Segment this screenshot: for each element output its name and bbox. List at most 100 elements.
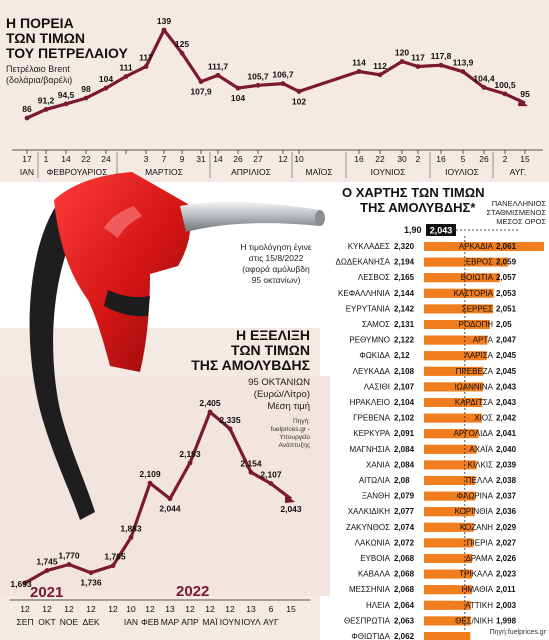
fuel-value-label: 2,405: [199, 398, 221, 408]
fuel-day-tick: 12: [185, 604, 195, 614]
oil-value-label: 104: [231, 93, 245, 103]
oil-title-line-3: ΤΟΥ ΠΕΤΡΕΛΑΙΟΥ: [6, 45, 129, 61]
oil-point: [123, 74, 129, 79]
map-title-line-2: ΤΗΣ ΑΜΟΛΥΒΔΗΣ*: [360, 200, 476, 215]
oil-value-label: 102: [292, 96, 306, 106]
oil-month-label: ΑΠΡΙΛΙΟΣ: [231, 167, 271, 177]
region-name: ΔΩΔΕΚΑΝΗΣΑ: [335, 258, 390, 267]
fuel-series-line: [24, 410, 292, 585]
region-bar: [424, 382, 465, 392]
oil-month-label: ΜΑΪΟΣ: [306, 167, 333, 177]
oil-value-label: 113,9: [453, 58, 474, 68]
fuel-value-label: 2,335: [219, 415, 241, 425]
oil-month-label: ΦΕΒΡΟΥΑΡΙΟΣ: [47, 167, 108, 177]
region-bar: [424, 413, 465, 423]
region-name: ΗΜΑΘΙΑ: [462, 585, 494, 594]
region-value: 2,023: [496, 570, 517, 579]
fuel-chart-title: Η ΕΞΕΛΙΞΗ ΤΩΝ ΤΙΜΩΝ ΤΗΣ ΑΜΟΛΥΒΔΗΣ 95 ΟΚΤ…: [191, 327, 310, 449]
region-value: 2,057: [496, 273, 517, 282]
oil-value-label: 104,4: [473, 73, 495, 83]
fuel-point: [187, 460, 193, 466]
fuel-month-label: ΑΠΡ: [181, 617, 199, 627]
region-value: 1,998: [496, 616, 517, 625]
region-name: ΛΑΚΩΝΙΑ: [355, 538, 391, 547]
region-bar: [424, 600, 454, 610]
region-value: 2,102: [394, 414, 415, 423]
fuel-day-tick: 12: [42, 604, 52, 614]
region-name: ΒΟΙΩΤΙΑ: [461, 273, 494, 282]
fuel-month-label: ΙΟΥΝ: [220, 617, 241, 627]
fuel-value-label: 2,043: [280, 504, 302, 514]
region-name: ΛΑΣΙΘΙ: [364, 382, 390, 391]
region-value: 2,051: [496, 304, 517, 313]
fuel-day-tick: 12: [20, 604, 30, 614]
oil-day-tick: 22: [375, 154, 385, 164]
fuel-value-label: 1,770: [58, 551, 80, 561]
region-name: ΦΛΩΡΙΝΑ: [457, 492, 494, 501]
region-bar: [424, 242, 544, 251]
oil-point: [415, 64, 421, 69]
oil-chart-axis: 17 1 14 22 24 3 7 9 31 14 26 27 12 10 16 22 30 2 16 5 26 2 15 Ι…: [12, 149, 543, 178]
region-name: ΑΡΤΑ: [473, 336, 494, 345]
oil-day-tick: 27: [253, 154, 263, 164]
region-value: 2,061: [496, 242, 517, 251]
region-name: ΠΕΛΛΑ: [466, 476, 494, 485]
oil-point: [280, 81, 286, 87]
oil-day-tick: 7: [162, 154, 167, 164]
fuel-pump-nozzle-illustration: [29, 172, 325, 520]
fuel-source-line-3: Υπουργείο: [279, 433, 310, 441]
region-value: 2,142: [394, 304, 415, 313]
region-value: 2,027: [496, 538, 517, 547]
fuel-subtitle-line-1: 95 ΟΚΤΑΝΙΩΝ: [248, 377, 310, 388]
region-value: 2,122: [394, 336, 415, 345]
oil-value-label: 111: [119, 62, 133, 72]
region-name: ΗΛΕΙΑ: [366, 601, 391, 610]
oil-value-label: 94,5: [58, 90, 75, 100]
fuel-value-label: 1,693: [10, 579, 32, 589]
oil-point: [43, 106, 49, 112]
avg-label-line-3: ΜΕΣΟΣ ΟΡΟΣ: [496, 217, 546, 226]
oil-series-line: [26, 28, 526, 120]
region-name: ΧΙΟΣ: [474, 414, 493, 423]
region-value: 2,045: [496, 367, 517, 376]
fuel-title-line-2: ΤΩΝ ΤΙΜΩΝ: [231, 342, 310, 358]
region-name: ΡΟΔΟΠΗ: [459, 320, 494, 329]
fuel-month-label: ΦΕΒ: [141, 617, 159, 627]
oil-day-tick: 1: [44, 154, 49, 164]
oil-day-tick: 17: [22, 154, 32, 164]
region-value: 2,043: [496, 398, 517, 407]
region-bar: [424, 554, 460, 563]
axis-min-label: 1,90: [404, 225, 422, 235]
oil-point: [502, 91, 508, 97]
oil-value-label: 117: [411, 53, 425, 63]
year-label-2021: 2021: [30, 584, 63, 601]
fuel-month-label: ΔΕΚ: [82, 617, 99, 627]
oil-value-label: 86: [22, 104, 32, 114]
region-value: 2,062: [394, 632, 415, 640]
oil-value-label: 104: [99, 74, 113, 84]
oil-value-label: 117,8: [431, 51, 452, 61]
year-label-2022: 2022: [176, 583, 209, 600]
region-name: ΑΙΤΩΛΙΑ: [359, 476, 391, 485]
pricing-note: Η τιμολόγηση έγινε στις 15/8/2022 (αφορά…: [240, 242, 312, 285]
fuel-point: [167, 496, 173, 502]
region-value: 2,011: [496, 585, 516, 594]
oil-point: [198, 79, 204, 85]
fuel-day-tick: 6: [269, 604, 274, 614]
oil-value-label: 114: [352, 58, 366, 68]
region-value: 2,074: [394, 523, 415, 532]
oil-day-tick: 22: [81, 154, 91, 164]
region-value: 2,038: [496, 476, 517, 485]
region-name: ΞΑΝΘΗ: [362, 492, 391, 501]
region-name: ΘΕΣ/ΝΙΚΗ: [455, 616, 493, 625]
region-name: ΚΑΡΔΙΤΣΑ: [455, 398, 494, 407]
region-bar: [424, 585, 456, 595]
region-value: 2,165: [394, 273, 415, 282]
region-value: 2,053: [496, 289, 517, 298]
fuel-day-tick: 13: [165, 604, 175, 614]
region-name: ΦΩΚΙΔΑ: [359, 351, 390, 360]
fuel-day-tick: 12: [108, 604, 118, 614]
region-name: ΚΑΒΑΛΑ: [358, 570, 391, 579]
region-value: 2,059: [496, 258, 517, 267]
